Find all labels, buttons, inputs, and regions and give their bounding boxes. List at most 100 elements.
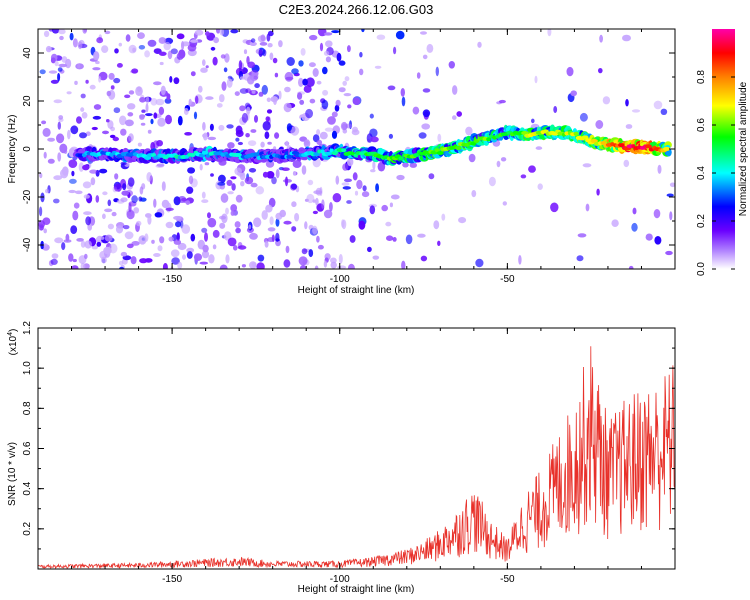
noise-blob bbox=[72, 210, 79, 221]
x-tick-label: -100 bbox=[330, 574, 350, 585]
noise-blob bbox=[219, 264, 228, 269]
noise-blob bbox=[188, 98, 192, 106]
noise-blob bbox=[200, 67, 208, 73]
noise-blob bbox=[181, 197, 187, 202]
noise-blob bbox=[645, 233, 653, 241]
noise-blob bbox=[153, 198, 157, 208]
noise-blob bbox=[421, 123, 431, 130]
noise-blob bbox=[291, 201, 297, 208]
noise-blob bbox=[278, 40, 283, 48]
noise-blob bbox=[54, 60, 59, 67]
noise-blob bbox=[91, 245, 99, 250]
noise-blob bbox=[48, 70, 58, 74]
noise-blob bbox=[186, 247, 195, 253]
noise-blob bbox=[547, 29, 552, 37]
noise-blob bbox=[199, 261, 208, 265]
noise-blob bbox=[332, 193, 342, 203]
noise-blob bbox=[219, 29, 225, 36]
noise-blob bbox=[138, 45, 146, 50]
noise-blob bbox=[85, 131, 91, 136]
x-tick-label: -150 bbox=[162, 274, 182, 285]
noise-blob bbox=[262, 171, 269, 178]
noise-blob bbox=[471, 190, 477, 198]
y-tick-label: 0 bbox=[22, 146, 33, 152]
noise-blob bbox=[75, 190, 83, 195]
noise-blob bbox=[190, 39, 199, 43]
ridge-core bbox=[286, 154, 293, 159]
noise-blob bbox=[488, 176, 496, 187]
noise-blob bbox=[458, 217, 467, 224]
noise-blob bbox=[124, 231, 134, 240]
noise-blob bbox=[342, 186, 351, 190]
noise-blob bbox=[576, 255, 584, 262]
y-tick-label: 40 bbox=[22, 47, 33, 59]
noise-blob bbox=[139, 258, 148, 264]
noise-blob bbox=[385, 221, 392, 227]
noise-blob bbox=[475, 258, 484, 268]
noise-blob bbox=[220, 193, 229, 203]
noise-blob bbox=[669, 211, 673, 221]
noise-blob bbox=[156, 163, 165, 167]
noise-blob bbox=[165, 114, 172, 125]
y-tick-label: 0.6 bbox=[22, 441, 33, 455]
noise-blob bbox=[585, 203, 590, 212]
noise-blob bbox=[102, 130, 109, 135]
noise-blob bbox=[43, 30, 50, 38]
noise-blob bbox=[153, 81, 162, 86]
noise-blob bbox=[401, 260, 406, 269]
noise-blob bbox=[352, 97, 361, 105]
noise-blob bbox=[465, 126, 473, 136]
noise-blob bbox=[230, 29, 239, 34]
noise-blob bbox=[160, 85, 166, 96]
noise-blob bbox=[202, 121, 206, 131]
noise-blob bbox=[57, 72, 61, 82]
ridge-core bbox=[663, 146, 671, 151]
noise-blob bbox=[77, 63, 81, 69]
noise-blob bbox=[349, 235, 356, 243]
noise-blob bbox=[266, 109, 273, 114]
noise-blob bbox=[347, 157, 354, 167]
noise-blob bbox=[113, 183, 123, 192]
noise-blob bbox=[165, 207, 174, 211]
noise-blob bbox=[653, 209, 661, 219]
noise-blob bbox=[531, 118, 535, 124]
noise-blob bbox=[338, 254, 343, 264]
noise-blob bbox=[124, 119, 134, 127]
noise-blob bbox=[207, 212, 211, 219]
noise-blob bbox=[50, 258, 58, 265]
colorbar-ticks: 0.0 0.2 0.4 0.6 0.8 bbox=[696, 70, 735, 276]
noise-blob bbox=[293, 171, 296, 176]
noise-blob bbox=[153, 253, 161, 257]
noise-blob bbox=[139, 97, 146, 103]
noise-blob bbox=[53, 175, 63, 181]
noise-blob bbox=[331, 30, 340, 34]
ridge-core bbox=[144, 156, 152, 160]
noise-blob bbox=[596, 188, 600, 196]
ridge-core bbox=[573, 131, 579, 136]
noise-blob bbox=[59, 35, 64, 41]
noise-blob bbox=[135, 86, 143, 96]
noise-blob bbox=[157, 245, 163, 252]
noise-blob bbox=[274, 132, 280, 139]
noise-blob bbox=[188, 175, 194, 185]
noise-blob bbox=[322, 66, 328, 75]
noise-blob bbox=[72, 38, 78, 48]
noise-blob bbox=[420, 31, 427, 35]
noise-blob bbox=[344, 178, 352, 183]
noise-blob bbox=[159, 236, 165, 244]
noise-blob bbox=[412, 106, 420, 115]
noise-blob bbox=[212, 56, 218, 66]
noise-blob bbox=[244, 176, 254, 185]
noise-blob bbox=[153, 112, 158, 119]
noise-blob bbox=[669, 182, 675, 188]
noise-blob bbox=[518, 254, 522, 265]
noise-blob bbox=[57, 121, 61, 130]
noise-blob bbox=[98, 76, 102, 83]
noise-blob bbox=[130, 256, 137, 265]
noise-blob bbox=[435, 66, 439, 77]
noise-blob bbox=[375, 183, 379, 193]
noise-blob bbox=[210, 173, 214, 177]
noise-blob bbox=[193, 111, 198, 120]
noise-blob bbox=[249, 41, 257, 47]
noise-blob bbox=[625, 99, 629, 107]
